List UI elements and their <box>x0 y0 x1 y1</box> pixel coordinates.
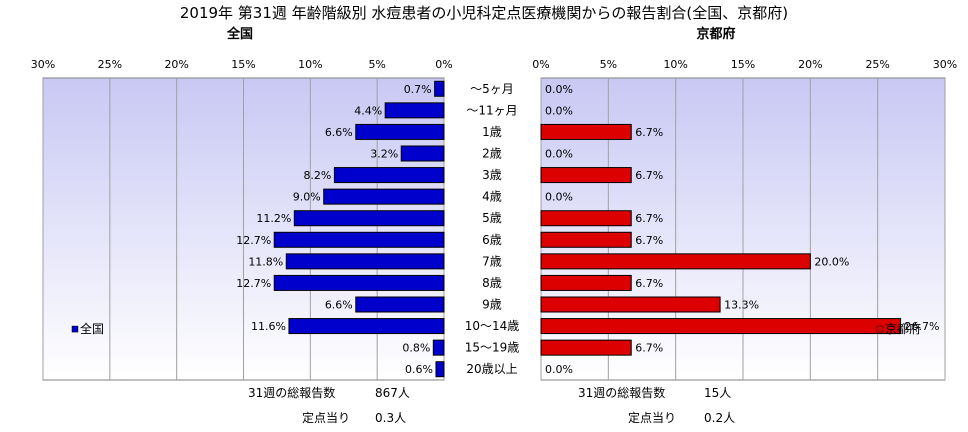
left-bar <box>285 253 445 270</box>
right-data-label: 6.7% <box>635 212 663 225</box>
category-label: 9歳 <box>482 298 502 312</box>
right-legend-label: 京都府 <box>885 321 921 336</box>
right-data-label: 0.0% <box>545 104 573 117</box>
left-data-label: 6.6% <box>325 299 353 312</box>
left-legend-label: 全国 <box>80 321 104 336</box>
left-data-label: 11.2% <box>256 212 291 225</box>
left-data-label: 12.7% <box>236 234 271 247</box>
left-bar <box>434 80 445 97</box>
left-bar <box>333 167 445 184</box>
left-chart-subtitle: 全国 <box>226 26 253 42</box>
category-label: 10～14歳 <box>465 319 520 333</box>
category-label: 20歳以上 <box>466 362 517 376</box>
right-data-label: 6.7% <box>635 169 663 182</box>
right-x-tick-label: 5% <box>600 58 617 71</box>
right-data-label: 20.0% <box>814 255 849 268</box>
right-bar <box>540 253 811 270</box>
right-data-label: 26.7% <box>905 320 940 333</box>
right-data-label: 6.7% <box>635 277 663 290</box>
right-data-label: 6.7% <box>635 234 663 247</box>
left-data-label: 0.8% <box>402 342 430 355</box>
left-data-label: 6.6% <box>325 126 353 139</box>
right-data-label: 0.0% <box>545 191 573 204</box>
right-per-label: 定点当り <box>628 410 676 425</box>
left-bar <box>355 296 445 313</box>
left-x-tick-label: 20% <box>164 58 188 71</box>
left-data-label: 9.0% <box>293 191 321 204</box>
left-bar <box>273 274 445 291</box>
right-total-label: 31週の総報告数 <box>578 385 665 400</box>
left-data-label: 3.2% <box>370 148 398 161</box>
category-label: 1歳 <box>482 125 502 139</box>
category-label: 3歳 <box>482 168 502 182</box>
left-bar <box>323 188 445 205</box>
right-x-tick-label: 30% <box>933 58 957 71</box>
right-bar <box>540 296 721 313</box>
left-bar <box>435 361 445 378</box>
left-x-tick-label: 30% <box>31 58 55 71</box>
right-bar <box>540 339 632 356</box>
right-x-tick-label: 25% <box>865 58 889 71</box>
right-chart-subtitle: 京都府 <box>696 26 735 42</box>
category-label: 2歳 <box>482 147 502 161</box>
left-bar <box>273 231 445 248</box>
right-per-value: 0.2人 <box>704 411 735 425</box>
left-data-label: 11.8% <box>248 255 283 268</box>
category-label: 6歳 <box>482 233 502 247</box>
right-bar <box>540 123 632 140</box>
left-total-label: 31週の総報告数 <box>248 385 335 400</box>
left-bar <box>384 102 445 119</box>
left-x-tick-label: 25% <box>98 58 122 71</box>
left-x-tick-label: 15% <box>231 58 255 71</box>
left-x-tick-label: 10% <box>298 58 322 71</box>
left-bar <box>400 145 445 162</box>
right-data-label: 0.0% <box>545 363 573 376</box>
right-x-tick-label: 20% <box>798 58 822 71</box>
category-label: 15～19歳 <box>465 341 520 355</box>
left-data-label: 0.7% <box>404 83 432 96</box>
left-bar <box>293 210 445 227</box>
left-x-tick-label: 0% <box>435 58 452 71</box>
left-data-label: 11.6% <box>251 320 286 333</box>
left-x-tick-label: 5% <box>368 58 385 71</box>
right-bar <box>540 210 632 227</box>
right-x-tick-label: 10% <box>663 58 687 71</box>
right-x-tick-label: 15% <box>731 58 755 71</box>
category-label: 4歳 <box>482 190 502 204</box>
right-data-label: 0.0% <box>545 83 573 96</box>
left-data-label: 4.4% <box>354 104 382 117</box>
left-data-label: 0.6% <box>405 363 433 376</box>
left-bar <box>288 318 445 335</box>
left-per-value: 0.3人 <box>375 411 406 425</box>
category-label: 5歳 <box>482 211 502 225</box>
left-bar <box>355 123 445 140</box>
category-label: 8歳 <box>482 276 502 290</box>
left-data-label: 8.2% <box>303 169 331 182</box>
right-data-label: 6.7% <box>635 342 663 355</box>
right-x-tick-label: 0% <box>532 58 549 71</box>
left-data-label: 12.7% <box>236 277 271 290</box>
right-bar <box>540 318 902 335</box>
right-bar <box>540 274 632 291</box>
right-total-value: 15人 <box>704 386 731 400</box>
category-label: 7歳 <box>482 254 502 268</box>
right-data-label: 13.3% <box>724 299 759 312</box>
chart-title: 2019年 第31週 年齢階級別 水痘患者の小児科定点医療機関からの報告割合(全… <box>180 4 788 22</box>
left-total-value: 867人 <box>375 386 410 400</box>
left-legend-swatch <box>71 325 79 333</box>
category-label: ～5ヶ月 <box>470 82 514 96</box>
right-data-label: 0.0% <box>545 148 573 161</box>
right-bar <box>540 167 632 184</box>
right-data-label: 6.7% <box>635 126 663 139</box>
left-bar <box>432 339 445 356</box>
right-legend-swatch <box>876 325 884 333</box>
category-label: ～11ヶ月 <box>466 103 517 117</box>
left-per-label: 定点当り <box>302 410 350 425</box>
right-bar <box>540 231 632 248</box>
